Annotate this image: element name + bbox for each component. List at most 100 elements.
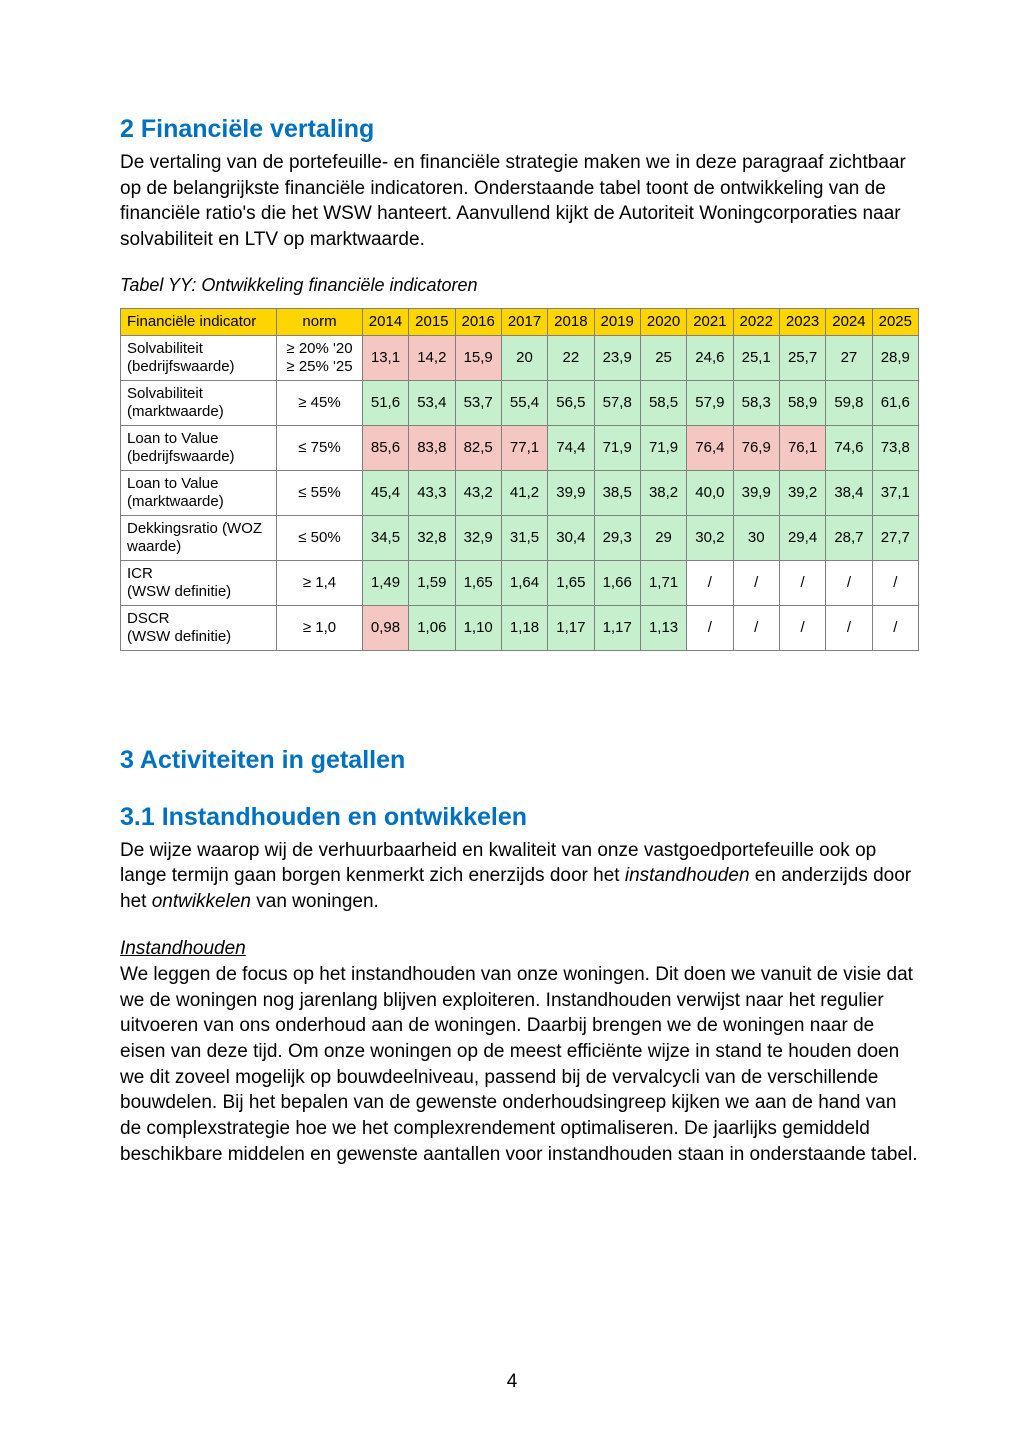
table-cell: 25,1 — [733, 335, 779, 380]
table-caption: Tabel YY: Ontwikkeling financiële indica… — [120, 275, 919, 296]
table-cell: 1,18 — [501, 605, 547, 650]
table-cell: 45,4 — [362, 470, 408, 515]
table-cell: 22 — [548, 335, 594, 380]
table-cell: 25,7 — [779, 335, 825, 380]
table-row: DSCR(WSW definitie)≥ 1,00,981,061,101,18… — [121, 605, 919, 650]
table-cell: / — [826, 560, 872, 605]
table-cell: 58,3 — [733, 380, 779, 425]
table-cell: 31,5 — [501, 515, 547, 560]
table-cell: 28,7 — [826, 515, 872, 560]
row-norm: ≥ 20% '20≥ 25% '25 — [277, 335, 363, 380]
table-cell: 57,9 — [687, 380, 733, 425]
instandhouden-block: Instandhouden We leggen de focus op het … — [120, 936, 919, 1167]
table-cell: 1,59 — [409, 560, 455, 605]
section-2-paragraph: De vertaling van de portefeuille- en fin… — [120, 150, 919, 253]
table-cell: 53,7 — [455, 380, 501, 425]
table-cell: / — [826, 605, 872, 650]
row-label: DSCR(WSW definitie) — [121, 605, 277, 650]
intro-em-ontwikkelen: ontwikkelen — [152, 891, 251, 912]
table-cell: 34,5 — [362, 515, 408, 560]
table-cell: 29,4 — [779, 515, 825, 560]
table-row: Solvabiliteit (marktwaarde)≥ 45%51,653,4… — [121, 380, 919, 425]
table-cell: 85,6 — [362, 425, 408, 470]
instandhouden-title: Instandhouden — [120, 938, 246, 959]
row-norm: ≤ 50% — [277, 515, 363, 560]
table-cell: 1,10 — [455, 605, 501, 650]
table-cell: 25 — [640, 335, 686, 380]
table-cell: 39,9 — [548, 470, 594, 515]
table-cell: 15,9 — [455, 335, 501, 380]
table-cell: 41,2 — [501, 470, 547, 515]
table-cell: 76,4 — [687, 425, 733, 470]
col-header-year: 2022 — [733, 308, 779, 335]
col-header-year: 2024 — [826, 308, 872, 335]
table-cell: 1,65 — [455, 560, 501, 605]
table-cell: / — [779, 560, 825, 605]
table-cell: 1,64 — [501, 560, 547, 605]
table-cell: 30 — [733, 515, 779, 560]
table-cell: 40,0 — [687, 470, 733, 515]
table-row: Loan to Value (bedrijfswaarde)≤ 75%85,68… — [121, 425, 919, 470]
table-cell: / — [687, 560, 733, 605]
table-cell: 27 — [826, 335, 872, 380]
table-cell: 23,9 — [594, 335, 640, 380]
table-cell: / — [687, 605, 733, 650]
row-norm: ≤ 55% — [277, 470, 363, 515]
col-header-year: 2021 — [687, 308, 733, 335]
table-cell: 83,8 — [409, 425, 455, 470]
table-cell: 13,1 — [362, 335, 408, 380]
table-cell: 14,2 — [409, 335, 455, 380]
col-header-indicator: Financiële indicator — [121, 308, 277, 335]
table-cell: 74,6 — [826, 425, 872, 470]
table-cell: 76,1 — [779, 425, 825, 470]
table-cell: 58,5 — [640, 380, 686, 425]
table-cell: 1,17 — [594, 605, 640, 650]
table-cell: 29 — [640, 515, 686, 560]
table-cell: 74,4 — [548, 425, 594, 470]
table-cell: 1,13 — [640, 605, 686, 650]
row-norm: ≤ 75% — [277, 425, 363, 470]
table-cell: 20 — [501, 335, 547, 380]
table-cell: 53,4 — [409, 380, 455, 425]
col-header-year: 2016 — [455, 308, 501, 335]
table-cell: 39,2 — [779, 470, 825, 515]
row-label: Loan to Value (marktwaarde) — [121, 470, 277, 515]
table-cell: 38,2 — [640, 470, 686, 515]
section-3-1-heading: 3.1 Instandhouden en ontwikkelen — [120, 803, 919, 832]
intro-suffix: van woningen. — [251, 891, 379, 912]
table-cell: 59,8 — [826, 380, 872, 425]
table-cell: 51,6 — [362, 380, 408, 425]
table-cell: / — [872, 605, 918, 650]
col-header-year: 2017 — [501, 308, 547, 335]
table-cell: / — [779, 605, 825, 650]
financial-indicators-table: Financiële indicator norm 20142015201620… — [120, 308, 919, 651]
col-header-year: 2020 — [640, 308, 686, 335]
col-header-year: 2014 — [362, 308, 408, 335]
table-cell: 32,9 — [455, 515, 501, 560]
table-cell: 32,8 — [409, 515, 455, 560]
table-cell: 28,9 — [872, 335, 918, 380]
col-header-year: 2019 — [594, 308, 640, 335]
table-cell: 29,3 — [594, 515, 640, 560]
row-label: Solvabiliteit (bedrijfswaarde) — [121, 335, 277, 380]
table-cell: 1,49 — [362, 560, 408, 605]
table-cell: 43,3 — [409, 470, 455, 515]
table-cell: 58,9 — [779, 380, 825, 425]
table-cell: 27,7 — [872, 515, 918, 560]
table-cell: 73,8 — [872, 425, 918, 470]
table-cell: / — [733, 605, 779, 650]
table-cell: 30,2 — [687, 515, 733, 560]
table-cell: 1,06 — [409, 605, 455, 650]
table-cell: 30,4 — [548, 515, 594, 560]
table-cell: 43,2 — [455, 470, 501, 515]
table-cell: 38,5 — [594, 470, 640, 515]
row-label: Loan to Value (bedrijfswaarde) — [121, 425, 277, 470]
table-cell: 82,5 — [455, 425, 501, 470]
instandhouden-paragraph: We leggen de focus op het instandhouden … — [120, 964, 918, 1164]
row-label: ICR(WSW definitie) — [121, 560, 277, 605]
table-cell: 24,6 — [687, 335, 733, 380]
col-header-year: 2023 — [779, 308, 825, 335]
table-cell: 39,9 — [733, 470, 779, 515]
table-cell: 71,9 — [594, 425, 640, 470]
row-norm: ≥ 1,4 — [277, 560, 363, 605]
